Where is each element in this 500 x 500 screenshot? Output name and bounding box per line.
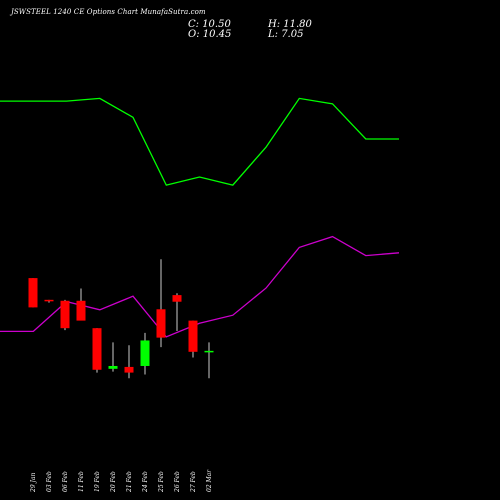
candle-body	[92, 328, 102, 370]
x-tick-label: 29 Jan	[30, 472, 37, 493]
close-value: C: 10.50	[188, 19, 231, 30]
candle-body	[188, 320, 198, 352]
candle-body	[108, 365, 118, 369]
x-tick-label: 24 Feb	[142, 471, 149, 493]
candle-body	[124, 366, 134, 373]
x-tick-label: 19 Feb	[94, 471, 101, 492]
candle-body	[44, 299, 54, 302]
candle-body	[156, 309, 166, 338]
chart-title: JSWSTEEL 1240 CE Options Chart MunafaSut…	[11, 8, 206, 16]
lower-band-line	[0, 235, 400, 338]
open-value: O: 10.45	[188, 29, 232, 40]
low-value: L: 7.05	[268, 29, 304, 40]
candle-body	[28, 278, 38, 308]
x-tick-label: 02 Mar	[206, 469, 213, 492]
x-tick-label: 20 Feb	[110, 471, 117, 493]
x-tick-label: 25 Feb	[158, 471, 165, 493]
x-tick-label: 21 Feb	[126, 471, 133, 493]
candle-body	[60, 300, 70, 329]
x-tick-label: 11 Feb	[78, 471, 85, 492]
candle-body	[204, 350, 214, 353]
upper-band-line	[0, 97, 399, 186]
x-tick-label: 26 Feb	[174, 471, 181, 493]
x-tick-label: 03 Feb	[46, 471, 53, 492]
candle-body	[76, 300, 86, 321]
x-tick-label: 27 Feb	[190, 471, 197, 493]
high-value: H: 11.80	[268, 19, 312, 30]
candle-body	[172, 295, 182, 302]
candle-body	[140, 340, 150, 366]
x-tick-label: 06 Feb	[62, 471, 69, 492]
